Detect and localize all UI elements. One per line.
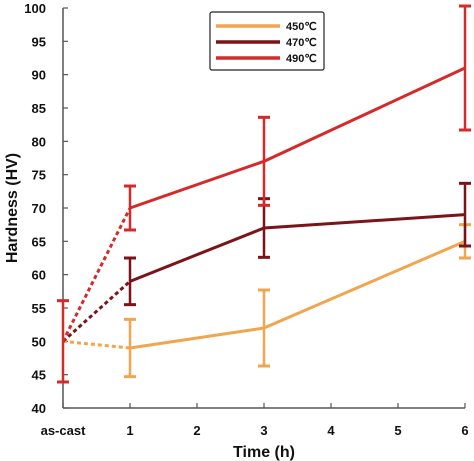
- x-axis-title: Time (h): [233, 444, 295, 461]
- legend-label: 470℃: [286, 37, 317, 49]
- x-tick-label: 4: [327, 423, 335, 438]
- series-line: [129, 66, 466, 210]
- y-tick-label: 95: [32, 34, 46, 49]
- series-3: [57, 4, 471, 384]
- y-tick-label: 45: [32, 368, 46, 383]
- x-tick-label: 1: [126, 423, 133, 438]
- series-layer: [57, 4, 471, 384]
- x-tick-label: as-cast: [41, 423, 86, 438]
- legend-label: 450℃: [286, 21, 317, 33]
- series-dashed-segment: [61, 207, 132, 343]
- y-tick-label: 50: [32, 334, 46, 349]
- y-tick-label: 75: [32, 168, 46, 183]
- legend: 450℃ 470℃ 490℃: [209, 11, 325, 71]
- y-tick-label: 85: [32, 101, 46, 116]
- y-tick-label: 80: [32, 134, 46, 149]
- y-axis-title: Hardness (HV): [4, 153, 21, 263]
- y-tick-label: 100: [24, 1, 46, 16]
- legend-label: 490℃: [286, 53, 317, 65]
- series-2: [61, 181, 471, 343]
- x-tick-label: 2: [193, 423, 200, 438]
- series-1: [62, 223, 471, 379]
- y-tick-label: 70: [32, 201, 46, 216]
- y-tick-label: 60: [32, 268, 46, 283]
- x-tick-label: 3: [260, 423, 267, 438]
- y-tick-label: 40: [32, 401, 46, 416]
- series-line: [129, 239, 466, 350]
- series-dashed-segment: [62, 339, 131, 350]
- x-tick-label: 6: [461, 423, 468, 438]
- y-tick-label: 65: [32, 234, 46, 249]
- series-dashed-segment: [61, 280, 132, 343]
- y-tick-label: 55: [32, 301, 46, 316]
- series-line: [129, 213, 466, 283]
- x-tick-label: 5: [394, 423, 401, 438]
- y-tick-label: 90: [32, 68, 46, 83]
